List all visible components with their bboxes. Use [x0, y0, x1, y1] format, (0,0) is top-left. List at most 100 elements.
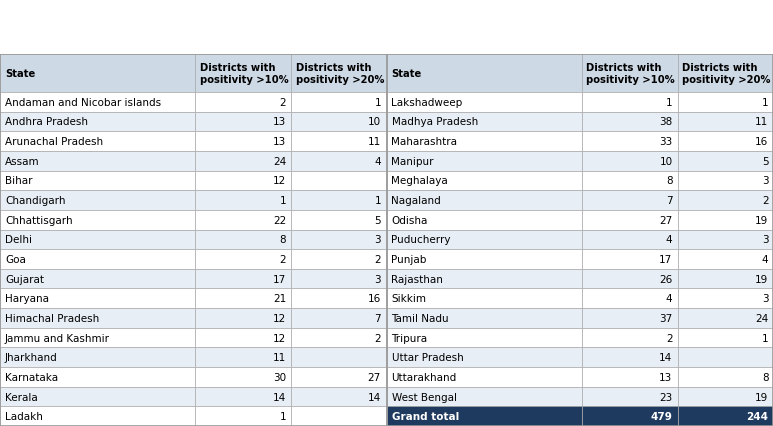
Bar: [386, 210, 581, 230]
Text: Maharashtra: Maharashtra: [391, 137, 458, 147]
Text: 1: 1: [762, 98, 768, 108]
Bar: [0, 152, 195, 171]
Bar: [581, 250, 677, 269]
Text: 16: 16: [368, 294, 381, 304]
Bar: [677, 112, 773, 132]
Bar: [386, 269, 581, 289]
Bar: [386, 406, 581, 426]
Bar: [0, 308, 195, 328]
Bar: [291, 269, 386, 289]
Text: Goa: Goa: [5, 254, 26, 265]
Text: 22: 22: [273, 215, 286, 225]
Bar: [291, 367, 386, 387]
Text: 8: 8: [279, 235, 286, 245]
Text: 21: 21: [273, 294, 286, 304]
Text: Gujarat: Gujarat: [5, 274, 44, 284]
Text: Districts with
positivity >10%: Districts with positivity >10%: [200, 63, 289, 85]
Bar: [0, 328, 195, 348]
Text: Haryana: Haryana: [5, 294, 49, 304]
Bar: [677, 230, 773, 250]
Text: Jammu and Kashmir: Jammu and Kashmir: [5, 333, 110, 343]
Text: 2: 2: [666, 333, 673, 343]
Bar: [677, 387, 773, 406]
Text: 7: 7: [374, 313, 381, 323]
Text: 1: 1: [762, 333, 768, 343]
Bar: [0, 171, 195, 191]
Text: 1: 1: [374, 196, 381, 206]
Bar: [581, 387, 677, 406]
Text: 1: 1: [279, 196, 286, 206]
Bar: [386, 230, 581, 250]
Text: 11: 11: [273, 352, 286, 363]
Text: Odisha: Odisha: [391, 215, 428, 225]
Bar: [291, 230, 386, 250]
Text: 13: 13: [273, 137, 286, 147]
Text: Delhi: Delhi: [5, 235, 32, 245]
Bar: [677, 308, 773, 328]
Bar: [291, 406, 386, 426]
Bar: [677, 171, 773, 191]
Bar: [677, 406, 773, 426]
Bar: [195, 289, 291, 308]
Bar: [0, 269, 195, 289]
Text: Andhra Pradesh: Andhra Pradesh: [5, 117, 88, 127]
Bar: [0, 93, 195, 112]
Bar: [291, 210, 386, 230]
Bar: [0, 132, 195, 152]
Bar: [581, 348, 677, 367]
Text: Andaman and Nicobar islands: Andaman and Nicobar islands: [5, 98, 161, 108]
Bar: [581, 210, 677, 230]
Text: State: State: [5, 69, 36, 79]
Text: 1: 1: [374, 98, 381, 108]
Text: 37: 37: [659, 313, 673, 323]
Text: Kerala: Kerala: [5, 391, 38, 402]
Bar: [0, 112, 195, 132]
Text: Chhattisgarh: Chhattisgarh: [5, 215, 73, 225]
Bar: [0, 348, 195, 367]
Text: 24: 24: [273, 156, 286, 167]
Bar: [386, 289, 581, 308]
Bar: [291, 93, 386, 112]
Bar: [291, 250, 386, 269]
Bar: [0, 191, 195, 210]
Text: 30: 30: [273, 372, 286, 382]
Bar: [195, 191, 291, 210]
Bar: [677, 132, 773, 152]
Text: West Bengal: West Bengal: [391, 391, 457, 402]
Bar: [677, 210, 773, 230]
Text: 11: 11: [755, 117, 768, 127]
Bar: [677, 289, 773, 308]
Text: 11: 11: [368, 137, 381, 147]
Bar: [581, 171, 677, 191]
Bar: [581, 269, 677, 289]
Text: 23: 23: [659, 391, 673, 402]
Text: 17: 17: [273, 274, 286, 284]
Text: 3: 3: [374, 274, 381, 284]
Bar: [195, 230, 291, 250]
Text: 19: 19: [755, 391, 768, 402]
Text: 27: 27: [368, 372, 381, 382]
Text: 8: 8: [762, 372, 768, 382]
Text: Districts with
positivity >10%: Districts with positivity >10%: [587, 63, 676, 85]
Bar: [291, 289, 386, 308]
Text: 12: 12: [273, 313, 286, 323]
Text: 4: 4: [666, 294, 673, 304]
Text: 479: 479: [651, 411, 673, 421]
Text: 26: 26: [659, 274, 673, 284]
Text: 14: 14: [368, 391, 381, 402]
Bar: [581, 93, 677, 112]
Text: Chandigarh: Chandigarh: [5, 196, 66, 206]
Bar: [677, 328, 773, 348]
Text: Manipur: Manipur: [391, 156, 434, 167]
Bar: [677, 191, 773, 210]
Bar: [195, 387, 291, 406]
Text: Lakshadweep: Lakshadweep: [391, 98, 463, 108]
Text: 2: 2: [279, 254, 286, 265]
Bar: [581, 112, 677, 132]
Bar: [386, 152, 581, 171]
Text: Uttarakhand: Uttarakhand: [391, 372, 457, 382]
Bar: [291, 55, 386, 93]
Bar: [291, 348, 386, 367]
Bar: [581, 308, 677, 328]
Bar: [677, 367, 773, 387]
